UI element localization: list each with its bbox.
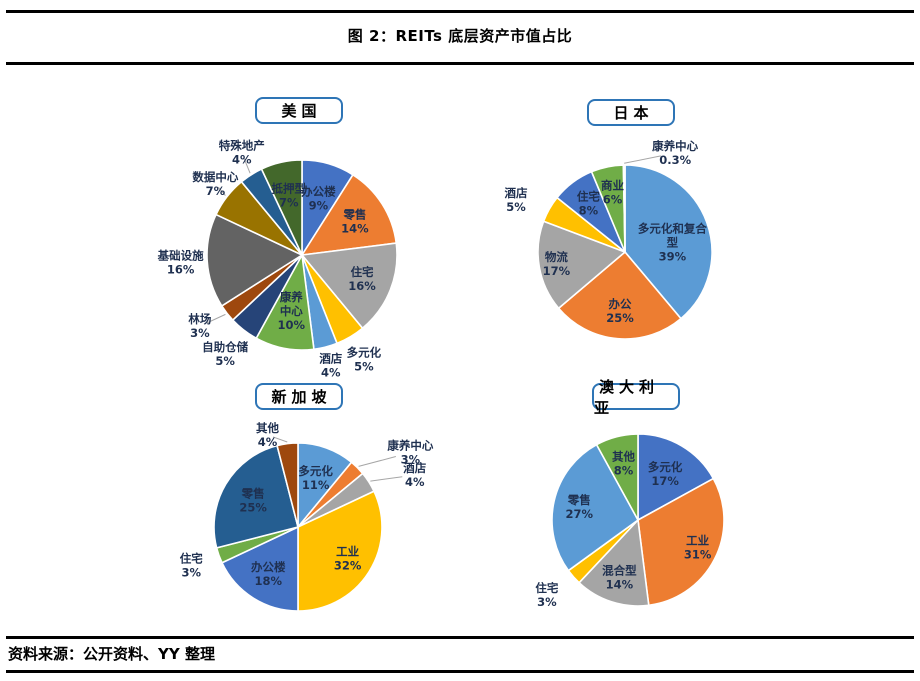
pie-label-数据中心: 数据中心 7% <box>192 170 238 198</box>
horizontal-rule-bottom <box>6 670 914 673</box>
pie-label-零售: 零售 27% <box>565 493 593 521</box>
chart-title-japan: 日本 <box>587 99 675 126</box>
leader-line-林场 <box>206 313 226 324</box>
pie-slice-工业 <box>297 490 383 612</box>
pie-chart-singapore: 多元化 11% 康养中心 3%酒店 4% 工业 32% 办公楼 18% 住宅 3% 零售 25% 其他 4% <box>180 421 434 612</box>
leader-line-酒店 <box>370 476 403 482</box>
pie-slice-混合型 <box>578 519 650 607</box>
pie-label-康养中心: 康养中心 10% <box>278 290 306 332</box>
pie-slice-办公 <box>557 251 682 340</box>
pie-slice-零售 <box>551 443 639 572</box>
pie-label-办公楼: 办公楼 9% <box>301 184 336 212</box>
leader-line-康养中心 <box>358 456 396 467</box>
pie-label-其他: 其他 4% <box>256 421 279 449</box>
pie-label-住宅: 住宅 16% <box>348 265 376 293</box>
pie-slice-办公楼 <box>221 526 299 612</box>
pie-label-办公: 办公 25% <box>606 297 634 325</box>
leader-line-数据中心 <box>217 186 226 196</box>
pie-slice-其他 <box>595 433 639 521</box>
pie-slice-抵押型 <box>260 159 303 256</box>
pie-slice-工业 <box>637 477 725 607</box>
pie-label-康养中心: 康养中心 0.3% <box>652 139 698 167</box>
pie-slice-多元化 <box>637 433 715 521</box>
pie-slice-住宅 <box>301 242 398 329</box>
pie-label-林场: 林场 3% <box>188 312 211 340</box>
pie-label-自助仓储: 自助仓储 5% <box>202 340 248 368</box>
pie-slice-零售 <box>301 173 398 256</box>
pie-chart-usa: 办公楼 9%零售 14% 住宅 16% 多元化 5%酒店 4% 康养中心 10% 自助仓储 5%林场 3… <box>157 139 398 379</box>
pie-label-其他: 其他 8% <box>612 449 635 477</box>
pie-label-零售: 零售 25% <box>239 486 267 514</box>
pie-slice-多元化和复合型 <box>624 164 713 320</box>
pie-label-抵押型: 抵押型 7% <box>271 182 306 210</box>
pie-label-住宅: 住宅 3% <box>180 551 203 579</box>
pie-label-商业: 商业 6% <box>601 178 624 206</box>
pie-label-住宅: 住宅 3% <box>535 581 558 609</box>
source-note: 资料来源：公开资料、YY 整理 <box>8 645 215 663</box>
pie-label-特殊地产: 特殊地产 4% <box>219 139 265 167</box>
leader-line-特殊地产 <box>243 158 251 174</box>
pie-slice-康养中心 <box>622 164 626 253</box>
pie-label-多元化: 多元化 17% <box>648 460 683 488</box>
pie-slice-物流 <box>537 220 626 310</box>
pie-label-工业: 工业 32% <box>334 545 362 573</box>
pie-label-混合型: 混合型 14% <box>602 563 637 591</box>
pie-slice-其他 <box>276 442 299 528</box>
pie-label-基础设施: 基础设施 16% <box>157 249 204 277</box>
pie-slice-基础设施 <box>206 213 303 307</box>
chart-title-singapore: 新加坡 <box>255 383 343 410</box>
pie-slice-零售 <box>213 444 299 549</box>
pie-label-零售: 零售 14% <box>341 207 369 235</box>
pie-label-酒店: 酒店 4% <box>319 351 342 379</box>
horizontal-rule-under-title <box>6 62 914 65</box>
pie-label-酒店: 酒店 4% <box>403 461 426 489</box>
leader-line-其他 <box>272 436 288 443</box>
horizontal-rule-top <box>6 10 914 13</box>
pie-label-多元化: 多元化 5% <box>347 346 382 374</box>
pie-label-物流: 物流 17% <box>543 250 571 278</box>
pie-label-多元化: 多元化 11% <box>298 464 333 492</box>
chart-title-usa: 美国 <box>255 97 343 124</box>
leader-line-康养中心 <box>624 155 661 164</box>
pie-label-住宅: 住宅 8% <box>577 189 600 217</box>
pie-chart-australia: 多元化 17% 工业 31% 混合型 14% 住宅 3% 零售 27% 其他 8% <box>535 433 725 609</box>
pie-chart-japan: 多元化和复合型 39% 办公 25% 物流 17% 酒店 5% 住宅 8%商业 6% 康养中心 0.3% <box>504 139 713 340</box>
horizontal-rule-above-source <box>6 636 914 639</box>
figure-title: 图 2：REITs 底层资产市值占比 <box>347 27 573 45</box>
pie-label-康养中心: 康养中心 3% <box>387 439 433 467</box>
pie-label-多元化和复合型: 多元化和复合型 39% <box>638 222 707 264</box>
pie-label-酒店: 酒店 5% <box>504 186 527 214</box>
pie-label-工业: 工业 31% <box>684 533 712 561</box>
pie-label-办公楼: 办公楼 18% <box>251 560 286 588</box>
